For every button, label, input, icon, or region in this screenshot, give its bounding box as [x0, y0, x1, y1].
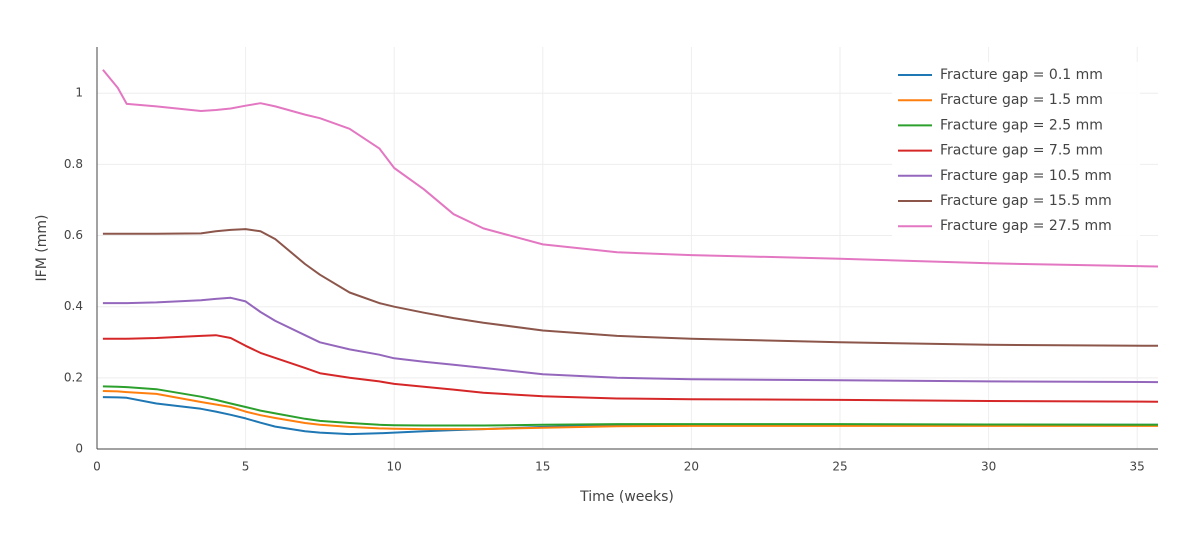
y-tick-label: 1 — [75, 86, 83, 100]
y-tick-label: 0.4 — [64, 299, 83, 313]
x-tick-label: 10 — [387, 460, 402, 474]
legend: Fracture gap = 0.1 mm Fracture gap = 1.5 … — [892, 62, 1140, 240]
x-tick-label: 0 — [93, 460, 101, 474]
y-tick-label: 0 — [75, 442, 83, 456]
legend-label: Fracture gap = 7.5 mm — [940, 143, 1103, 159]
legend-label: Fracture gap = 10.5 mm — [940, 168, 1112, 184]
legend-label: Fracture gap = 27.5 mm — [940, 218, 1112, 234]
y-tick-label: 0.2 — [64, 370, 83, 384]
legend-label: Fracture gap = 1.5 mm — [940, 92, 1103, 108]
line-series — [102, 396, 1158, 436]
legend-label: Fracture gap = 2.5 mm — [940, 117, 1103, 133]
line-series — [102, 385, 1159, 427]
line-series — [102, 390, 1158, 431]
x-tick-label: 35 — [1130, 460, 1145, 474]
x-tick-label: 25 — [832, 460, 847, 474]
line-series — [102, 69, 1159, 268]
legend-label: Fracture gap = 0.1 mm — [940, 67, 1103, 83]
x-tick-label: 20 — [684, 460, 699, 474]
x-tick-label: 30 — [981, 460, 996, 474]
x-axis-title: Time (weeks) — [579, 489, 674, 505]
y-tick-label: 0.6 — [64, 228, 83, 242]
legend-box — [892, 62, 1140, 240]
line-series — [102, 228, 1159, 347]
y-tick-label: 0.8 — [64, 157, 83, 171]
x-tick-label: 15 — [535, 460, 550, 474]
legend-label: Fracture gap = 15.5 mm — [940, 193, 1112, 209]
line-series — [102, 296, 1159, 384]
x-tick-label: 5 — [242, 460, 250, 474]
y-axis-title: IFM (mm) — [34, 215, 50, 282]
line-series — [102, 334, 1159, 403]
